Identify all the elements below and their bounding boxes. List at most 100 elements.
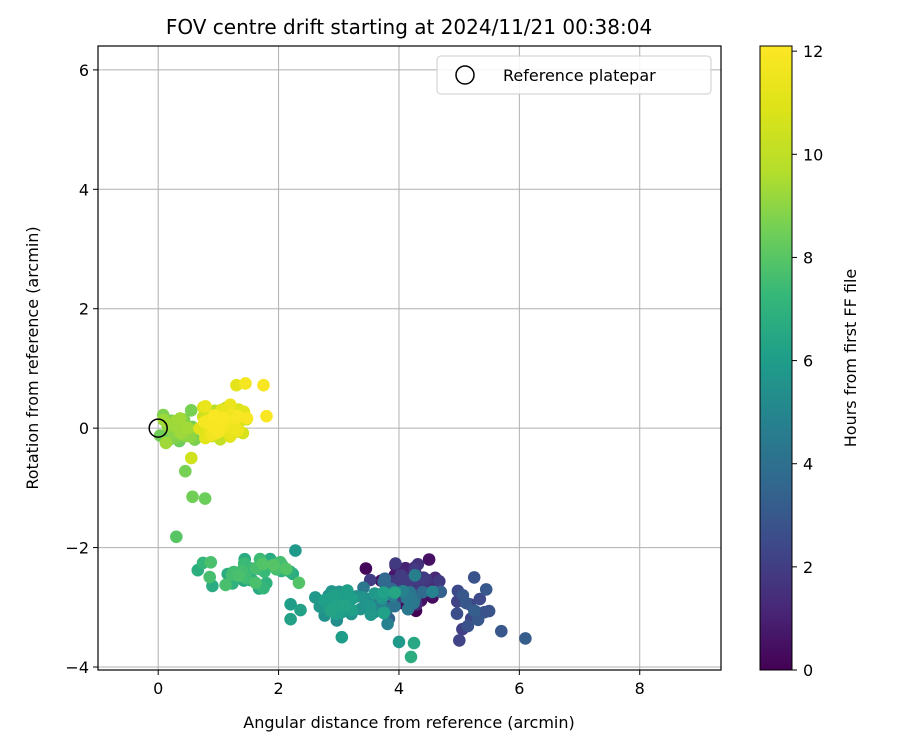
data-point: [219, 578, 232, 592]
legend-box: [436, 55, 712, 95]
data-point: [186, 490, 199, 504]
data-point: [159, 436, 173, 450]
x-tick-label: 8: [635, 679, 645, 698]
data-point: [240, 411, 254, 425]
data-point: [199, 400, 212, 413]
colorbar-gradient: [759, 45, 793, 671]
plot-frame: [97, 45, 722, 671]
data-point: [404, 650, 418, 664]
legend-entry-reference: Reference platepar: [503, 66, 656, 85]
colorbar-tick-label: 4: [803, 455, 813, 474]
data-point: [381, 617, 394, 631]
grid-lines: [98, 46, 721, 670]
data-point: [232, 569, 246, 583]
y-tick-label: −2: [65, 539, 89, 558]
data-point: [198, 492, 212, 505]
data-point: [341, 584, 354, 597]
data-point: [231, 424, 245, 437]
data-point: [377, 606, 391, 620]
data-point: [433, 575, 446, 588]
data-point: [256, 557, 270, 571]
data-point: [182, 421, 195, 435]
data-point: [292, 576, 306, 590]
data-point: [170, 530, 183, 544]
data-point: [207, 409, 221, 422]
data-point: [157, 413, 170, 427]
data-point: [239, 377, 252, 390]
colorbar-tick-label: 12: [803, 42, 823, 61]
colorbar-tick-label: 8: [803, 248, 813, 267]
colorbar: 0 2 4 6 8 10 12 Hours from first FF file: [759, 42, 860, 680]
data-point: [289, 544, 302, 557]
data-point: [468, 604, 481, 617]
data-point: [318, 594, 331, 607]
data-point: [204, 556, 218, 569]
data-point: [495, 624, 508, 638]
x-tick-label: 6: [514, 679, 524, 698]
data-point: [479, 583, 493, 596]
x-tick-label: 2: [273, 679, 283, 698]
data-point: [473, 592, 487, 606]
reference-platepar-marker: [148, 418, 168, 438]
data-point: [453, 634, 466, 647]
data-point: [467, 571, 481, 584]
data-point: [203, 570, 216, 584]
y-tick-label: 6: [79, 61, 89, 80]
data-point: [257, 378, 270, 392]
data-point: [388, 599, 402, 613]
y-tick-label: 2: [79, 300, 89, 319]
data-point: [378, 572, 392, 585]
data-point: [184, 404, 198, 417]
colorbar-tick-label: 2: [803, 558, 813, 577]
data-point: [249, 576, 262, 590]
data-point: [364, 608, 378, 621]
data-point: [335, 630, 349, 644]
data-point: [338, 598, 352, 612]
data-point: [179, 464, 192, 478]
data-point: [388, 586, 402, 599]
data-point: [260, 409, 273, 423]
y-tick-label: 4: [79, 180, 89, 199]
data-point: [284, 598, 297, 611]
data-point: [459, 596, 473, 610]
data-point: [407, 636, 421, 650]
legend-marker-icon: [455, 65, 475, 85]
data-point: [357, 581, 370, 594]
chart-title: FOV centre drift starting at 2024/11/21 …: [166, 15, 652, 39]
data-point: [324, 604, 338, 618]
data-point: [482, 604, 496, 618]
x-tick-label: 0: [153, 679, 163, 698]
x-axis-ticks: 0 2 4 6 8: [153, 670, 645, 698]
y-tick-label: −4: [65, 658, 89, 677]
data-point: [359, 562, 373, 575]
colorbar-ticks: 0 2 4 6 8 10 12: [792, 42, 823, 680]
colorbar-label: Hours from first FF file: [841, 269, 860, 448]
data-point: [329, 589, 342, 603]
y-tick-label: 0: [79, 419, 89, 438]
data-point: [389, 557, 402, 570]
data-point: [280, 562, 293, 576]
data-point: [185, 451, 198, 465]
data-point: [519, 632, 532, 645]
legend: Reference platepar: [436, 55, 712, 95]
data-point: [173, 412, 187, 425]
data-point: [450, 607, 464, 620]
colorbar-tick-label: 10: [803, 145, 823, 164]
data-point: [392, 635, 406, 649]
data-point: [408, 569, 422, 582]
colorbar-tick-label: 6: [803, 352, 813, 371]
colorbar-tick-label: 0: [803, 661, 813, 680]
x-axis-label: Angular distance from reference (arcmin): [243, 713, 574, 732]
data-point: [461, 619, 475, 633]
x-tick-label: 4: [394, 679, 404, 698]
data-point: [284, 612, 297, 626]
data-point: [294, 603, 307, 617]
data-points: [153, 377, 532, 664]
y-axis-ticks: −4 −2 0 2 4 6: [65, 61, 98, 677]
data-point: [224, 398, 237, 412]
y-axis-label: Rotation from reference (arcmin): [23, 226, 42, 489]
data-point: [377, 586, 391, 599]
data-point: [267, 558, 280, 572]
data-point: [426, 585, 439, 599]
